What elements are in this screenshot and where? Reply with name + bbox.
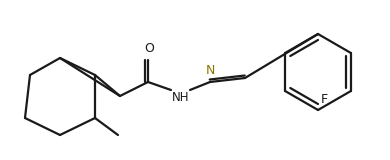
Text: O: O xyxy=(144,42,154,55)
Text: F: F xyxy=(321,93,328,106)
Text: N: N xyxy=(205,64,215,77)
Text: NH: NH xyxy=(172,91,189,104)
